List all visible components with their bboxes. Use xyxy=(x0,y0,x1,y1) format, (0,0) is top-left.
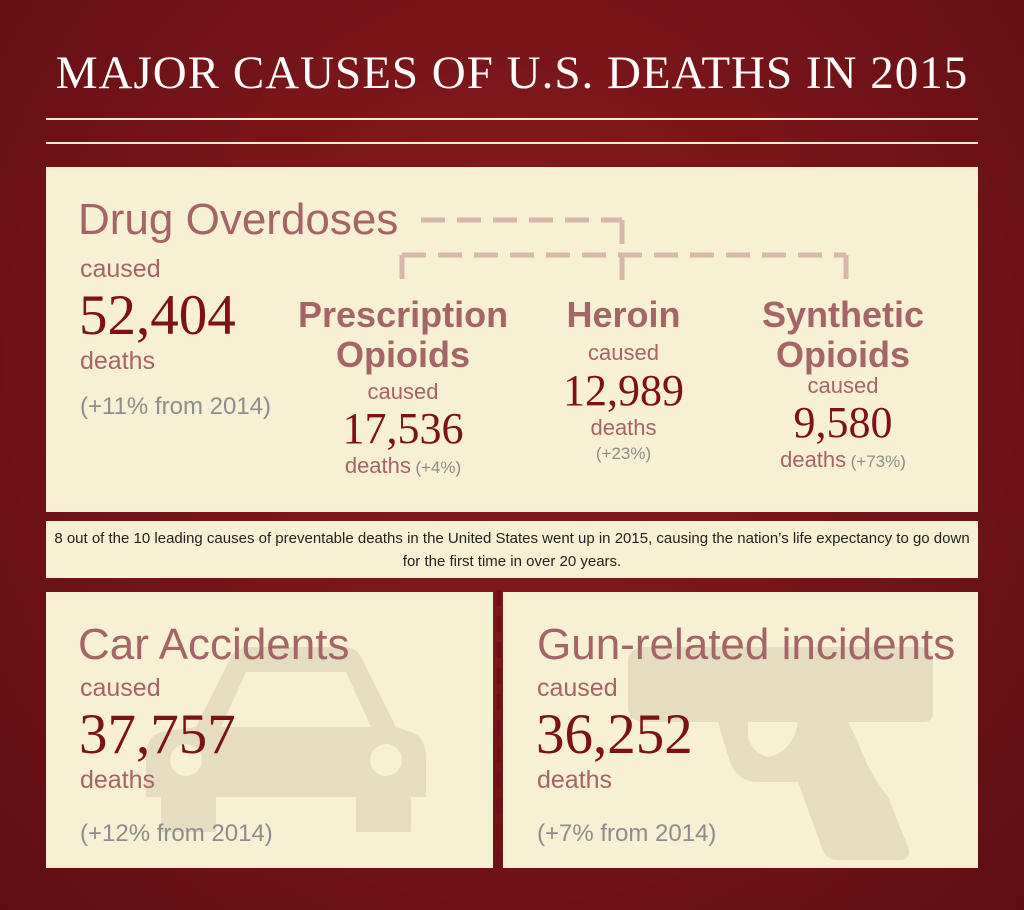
heroin-heading: Heroin xyxy=(566,294,681,335)
footnote: 8 out of the 10 leading causes of preven… xyxy=(46,521,978,578)
heroin-caused-label: caused xyxy=(588,340,659,365)
page-title: MAJOR CAUSES OF U.S. DEATHS IN 2015 xyxy=(55,47,969,99)
gun-caused-label: caused xyxy=(537,674,618,702)
drug-death-count: 52,404 xyxy=(79,284,236,347)
gun-deaths-label: deaths xyxy=(537,766,613,794)
gun-incidents-panel: Gun-related incidents caused 36,252 deat… xyxy=(503,592,978,868)
connector-lines xyxy=(399,217,849,289)
synthetic-opioids-block: Synthetic Opioids caused 9,580 deaths (+… xyxy=(748,295,938,478)
drug-deaths-label: deaths xyxy=(80,347,156,375)
prescription-deaths-label: deaths xyxy=(344,453,411,478)
gun-incidents-heading: Gun-related incidents xyxy=(537,620,956,669)
heroin-death-count: 12,989 xyxy=(563,366,684,415)
car-death-count: 37,757 xyxy=(79,703,236,766)
prescription-opioids-block: Prescription Opioids caused 17,536 death… xyxy=(298,295,508,484)
prescription-opioids-heading-line2: Opioids xyxy=(336,334,470,375)
drug-overdoses-panel: Drug Overdoses caused 52,404 deaths (+11… xyxy=(46,167,978,512)
heroin-change: (+23%) xyxy=(595,444,652,463)
car-caused-label: caused xyxy=(80,674,161,702)
car-icon xyxy=(146,647,426,832)
synthetic-change: (+73%) xyxy=(850,452,906,471)
synthetic-deaths-row: deaths (+73%) xyxy=(748,445,938,478)
car-accidents-heading: Car Accidents xyxy=(78,620,350,669)
panel-divider xyxy=(496,590,502,870)
synthetic-death-count: 9,580 xyxy=(793,398,893,447)
prescription-caused-label: caused xyxy=(367,379,439,404)
car-accidents-panel: Car Accidents caused 37,757 deaths (+12%… xyxy=(46,592,493,868)
heroin-deaths-label: deaths xyxy=(590,415,657,440)
drug-change: (+11% from 2014) xyxy=(80,393,271,420)
car-deaths-label: deaths xyxy=(80,766,156,794)
drug-overdoses-heading: Drug Overdoses xyxy=(78,195,399,244)
gun-change: (+7% from 2014) xyxy=(537,820,717,847)
gun-icon xyxy=(628,647,933,860)
synthetic-opioids-heading-line1: Synthetic xyxy=(761,294,925,335)
title-rule-top xyxy=(46,118,978,120)
synthetic-opioids-heading-line2: Opioids xyxy=(776,334,910,375)
synthetic-deaths-label: deaths xyxy=(780,447,847,472)
prescription-change: (+4%) xyxy=(415,458,462,477)
prescription-deaths-row: deaths (+4%) xyxy=(298,451,508,484)
synthetic-caused-label: caused xyxy=(807,373,879,398)
title-rule-bottom xyxy=(46,142,978,144)
gun-death-count: 36,252 xyxy=(536,703,693,766)
car-change: (+12% from 2014) xyxy=(80,820,273,847)
heroin-block: Heroin caused 12,989 deaths (+23%) xyxy=(536,295,711,465)
drug-caused-label: caused xyxy=(80,255,161,283)
prescription-opioids-heading-line1: Prescription xyxy=(298,294,509,335)
prescription-death-count: 17,536 xyxy=(342,404,464,453)
